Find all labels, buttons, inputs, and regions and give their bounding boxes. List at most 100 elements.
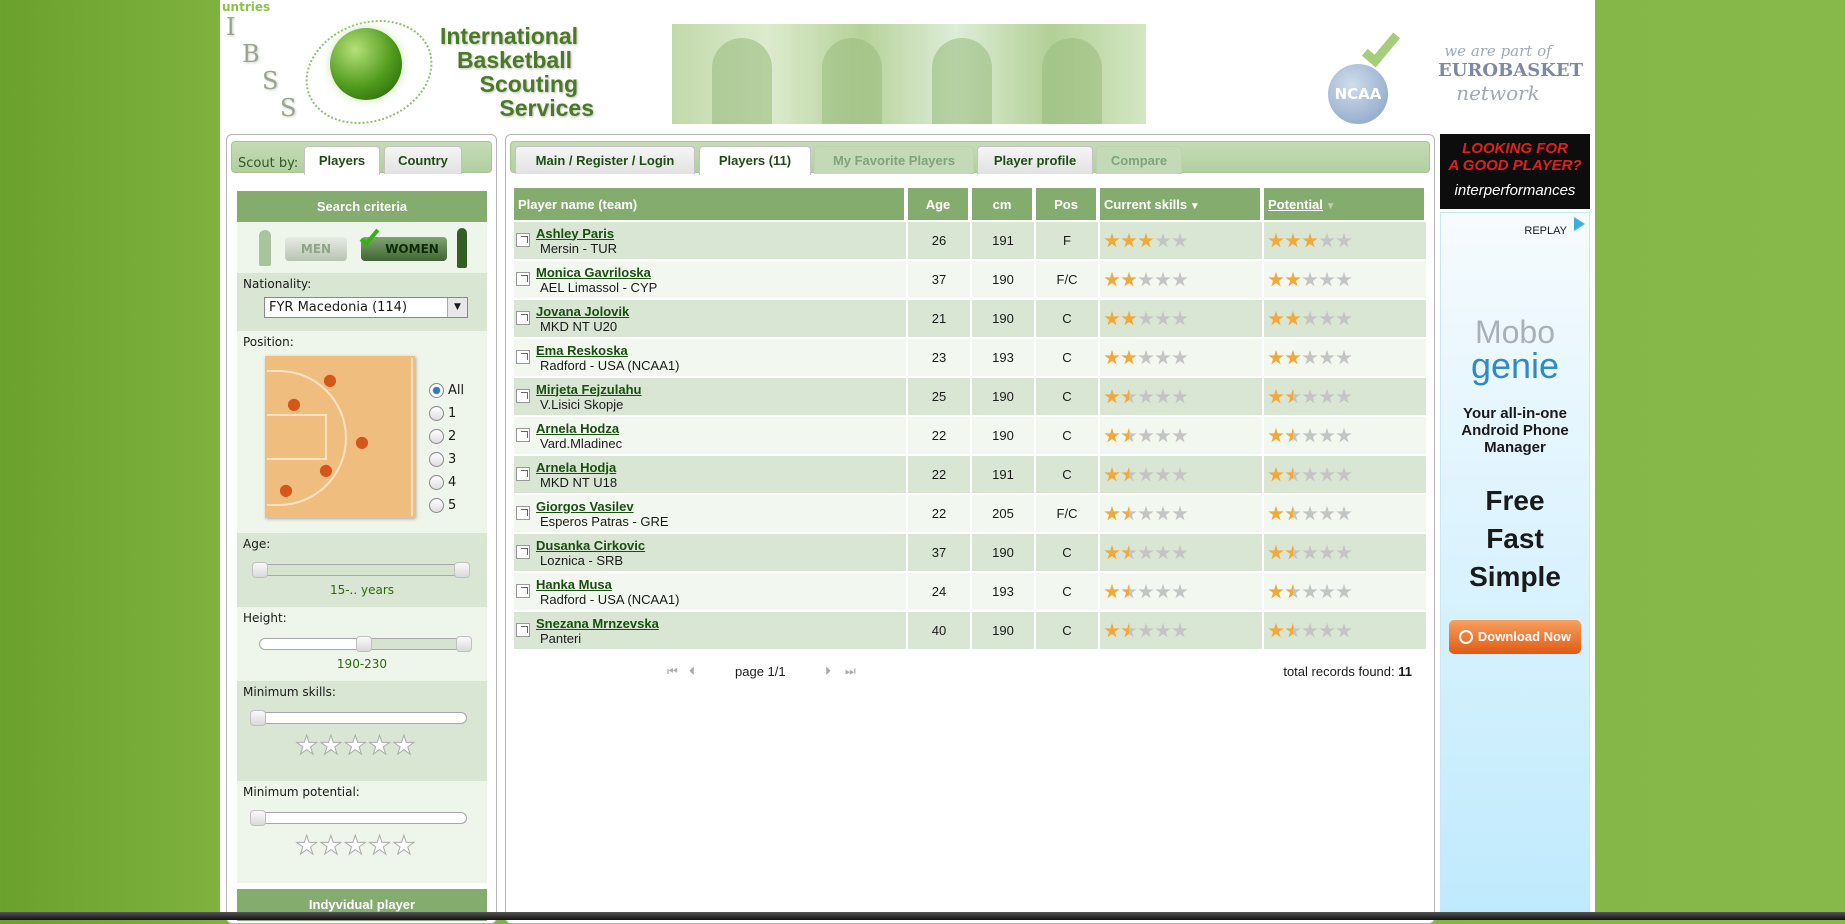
min-skills-slider[interactable] (250, 710, 467, 726)
star-icon (1268, 622, 1284, 638)
position-radio-3[interactable]: 3 (429, 448, 464, 471)
open-external-icon[interactable] (516, 545, 530, 559)
player-name-link[interactable]: Monica Gavriloska (536, 264, 651, 280)
player-name-link[interactable]: Snezana Mrnzevska (536, 615, 659, 631)
star-icon (1268, 466, 1284, 482)
current-skills-cell (1100, 415, 1262, 454)
open-external-icon[interactable] (516, 350, 530, 364)
height-min-handle[interactable] (356, 636, 372, 652)
position-3-ball-icon[interactable]: ● (279, 480, 293, 499)
position-1-ball-icon[interactable]: ● (355, 432, 369, 451)
age-max-handle[interactable] (454, 562, 470, 578)
player-name-link[interactable]: Mirjeta Fejzulahu (536, 381, 642, 397)
nationality-select[interactable]: FYR Macedonia (114) ▼ (264, 297, 468, 318)
player-cell: Jovana Jolovik MKD NT U20 (514, 298, 906, 337)
mobogenie-ad[interactable]: REPLAY Mobo genie Your all-in-one Android… (1440, 212, 1590, 914)
open-external-icon[interactable] (516, 584, 530, 598)
col-potential[interactable]: Potential ▼ (1264, 188, 1426, 220)
col-cm[interactable]: cm (972, 188, 1034, 220)
open-external-icon[interactable] (516, 623, 530, 637)
col-pos[interactable]: Pos (1036, 188, 1098, 220)
tab-players[interactable]: Players (304, 146, 380, 175)
position-2-ball-icon[interactable]: ● (319, 460, 333, 479)
position-radio-5[interactable]: 5 (429, 494, 464, 517)
court-position-picker[interactable]: ● ● ● ● ● (265, 356, 415, 518)
open-external-icon[interactable] (516, 389, 530, 403)
download-now-button[interactable]: Download Now (1449, 620, 1581, 654)
open-external-icon[interactable] (516, 506, 530, 520)
col-current-skills[interactable]: Current skills ▼ (1100, 188, 1262, 220)
star-icon (1121, 388, 1137, 404)
chevron-down-icon[interactable]: ▼ (447, 298, 467, 317)
position-radio-all[interactable]: All (429, 379, 464, 402)
player-position: C (1036, 454, 1098, 493)
open-external-icon[interactable] (516, 467, 530, 481)
countries-link[interactable]: untries (222, 0, 271, 14)
player-name-link[interactable]: Ashley Paris (536, 225, 615, 241)
star-icon (1336, 271, 1352, 287)
position-4-ball-icon[interactable]: ● (287, 394, 301, 413)
tab-main-register-login[interactable]: Main / Register / Login (515, 146, 695, 174)
position-radio-2[interactable]: 2 (429, 425, 464, 448)
star-icon (1319, 466, 1335, 482)
player-name-link[interactable]: Arnela Hodja (536, 459, 617, 475)
prev-page-icon[interactable]: ⏴ (689, 664, 696, 678)
interperformances-ad[interactable]: LOOKING FOR A GOOD PLAYER? interperforman… (1440, 134, 1590, 209)
star-icon (1319, 349, 1335, 365)
star-icon (1104, 232, 1120, 248)
star-icon (1285, 232, 1301, 248)
tab-player-profile[interactable]: Player profile (977, 146, 1093, 174)
radio-icon[interactable] (429, 429, 444, 444)
position-radio-1[interactable]: 1 (429, 402, 464, 425)
radio-icon[interactable] (429, 452, 444, 467)
men-button[interactable]: MEN (285, 237, 347, 261)
col-player-name[interactable]: Player name (team) (514, 188, 906, 220)
tab-country[interactable]: Country (384, 146, 462, 174)
adchoices-icon[interactable] (1574, 217, 1585, 231)
open-external-icon[interactable] (516, 233, 530, 247)
search-panel: Scout by: Players Country Search criteri… (226, 134, 497, 924)
table-row: Arnela Hodja MKD NT U18 22 191 C (514, 454, 1426, 493)
replay-button[interactable]: REPLAY (1441, 213, 1589, 241)
min-potential-slider[interactable] (250, 810, 467, 826)
player-name-link[interactable]: Jovana Jolovik (536, 303, 630, 319)
player-name-link[interactable]: Dusanka Cirkovic (536, 537, 646, 553)
radio-icon[interactable] (429, 498, 444, 513)
current-skills-stars (1104, 427, 1188, 444)
player-team: Vard.Mladinec (540, 435, 623, 451)
star-icon (1285, 622, 1301, 638)
min-skills-handle[interactable] (250, 710, 266, 726)
player-name-link[interactable]: Ema Reskoska (536, 342, 628, 358)
player-name-link[interactable]: Hanka Musa (536, 576, 612, 592)
age-slider[interactable] (252, 562, 470, 578)
star-icon (1268, 505, 1284, 521)
min-skills-label: Minimum skills: (243, 685, 336, 699)
star-icon (1121, 466, 1137, 482)
eurobasket-network-logo[interactable]: we are part of EUROBASKET network (1438, 42, 1583, 105)
ncaa-logo[interactable]: NCAA (1328, 64, 1388, 124)
position-radio-4[interactable]: 4 (429, 471, 464, 494)
age-min-handle[interactable] (252, 562, 268, 578)
first-page-icon[interactable]: ⏮ (667, 664, 678, 678)
col-age[interactable]: Age (908, 188, 970, 220)
star-icon (1104, 466, 1120, 482)
star-icon (1285, 388, 1301, 404)
height-slider[interactable] (259, 636, 472, 652)
min-potential-handle[interactable] (250, 810, 266, 826)
radio-icon[interactable] (429, 475, 444, 490)
open-external-icon[interactable] (516, 272, 530, 286)
radio-icon[interactable] (429, 406, 444, 421)
check-icon (1361, 26, 1401, 68)
radio-icon[interactable] (429, 383, 444, 398)
women-button[interactable]: WOMEN (361, 237, 447, 261)
open-external-icon[interactable] (516, 428, 530, 442)
last-page-icon[interactable]: ⏭ (845, 664, 856, 678)
player-name-link[interactable]: Giorgos Vasilev (536, 498, 634, 514)
open-external-icon[interactable] (516, 311, 530, 325)
tab-players[interactable]: Players (11) (699, 146, 811, 175)
nationality-label: Nationality: (243, 277, 312, 291)
height-max-handle[interactable] (456, 636, 472, 652)
position-5-ball-icon[interactable]: ● (323, 370, 337, 389)
player-name-link[interactable]: Arnela Hodza (536, 420, 620, 436)
next-page-icon[interactable]: ⏵ (825, 664, 832, 678)
